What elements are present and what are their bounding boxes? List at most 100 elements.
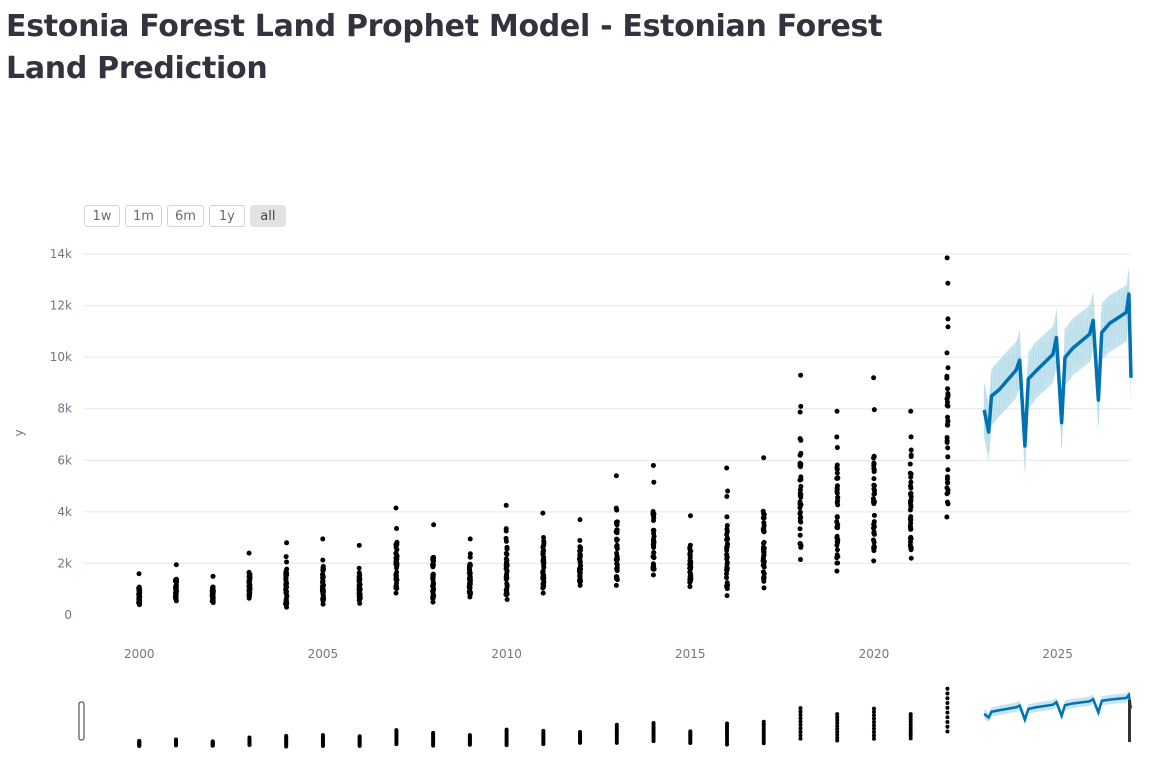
actual-point — [614, 561, 620, 567]
slider-handle-left[interactable] — [78, 701, 85, 741]
actual-point — [871, 521, 877, 527]
actual-point — [430, 589, 436, 595]
actual-point — [467, 554, 473, 560]
actual-point — [651, 533, 657, 539]
slider-handle-right[interactable] — [1128, 700, 1131, 742]
range-slider[interactable] — [78, 686, 1133, 749]
range-button-1w[interactable]: 1w — [84, 205, 120, 227]
actual-point — [908, 408, 914, 414]
actual-point — [908, 555, 914, 561]
actual-point — [724, 514, 730, 520]
slider-point — [945, 720, 950, 725]
actual-point — [614, 546, 620, 552]
range-button-1y[interactable]: 1y — [208, 205, 245, 227]
slider-point — [871, 709, 876, 714]
actual-point — [908, 479, 914, 485]
actual-point — [945, 392, 951, 398]
actual-point — [908, 491, 914, 497]
actual-point — [394, 526, 400, 532]
actual-point — [430, 572, 436, 578]
actual-point — [173, 596, 179, 602]
actual-point — [650, 462, 656, 468]
actual-point — [834, 568, 840, 574]
actual-point — [908, 517, 914, 523]
actual-point — [393, 585, 399, 591]
actual-point — [798, 372, 804, 378]
actual-point — [541, 534, 547, 540]
actual-point — [503, 559, 509, 565]
slider-point — [173, 737, 178, 742]
slider-point — [284, 733, 289, 738]
actual-point — [834, 499, 840, 505]
actual-point — [907, 523, 913, 529]
actual-point — [246, 580, 252, 586]
actual-point — [761, 511, 767, 517]
actual-point — [724, 571, 730, 577]
actual-point — [541, 542, 547, 548]
range-button-all[interactable]: all — [249, 205, 286, 227]
actual-point — [614, 574, 620, 580]
slider-point — [504, 727, 509, 732]
actual-point — [760, 528, 766, 534]
actual-point — [246, 593, 252, 599]
actual-point — [871, 539, 877, 545]
actual-point — [541, 547, 547, 553]
actual-point — [613, 473, 619, 479]
range-button-6m[interactable]: 6m — [166, 205, 204, 227]
actual-point — [871, 482, 877, 488]
slider-point — [614, 722, 619, 727]
actual-point — [724, 575, 730, 581]
actual-point — [650, 561, 656, 567]
actual-point — [725, 488, 731, 494]
slider-point — [908, 712, 913, 717]
slider-point — [835, 735, 840, 740]
actual-point — [503, 526, 509, 532]
actual-point — [320, 567, 326, 573]
actual-point — [320, 571, 326, 577]
slider-point — [688, 729, 693, 734]
range-button-1m[interactable]: 1m — [125, 205, 162, 227]
actual-point — [834, 552, 840, 558]
actual-point — [651, 511, 657, 517]
actual-point — [651, 566, 657, 572]
actual-point — [945, 386, 951, 392]
actual-point — [834, 514, 840, 520]
actual-point — [284, 593, 290, 599]
actual-point — [651, 479, 657, 485]
actual-point — [504, 597, 510, 603]
actual-point — [687, 573, 693, 579]
slider-point — [761, 719, 766, 724]
actual-point — [834, 465, 840, 471]
actual-point — [284, 580, 290, 586]
slider-point — [945, 696, 950, 701]
actual-point — [908, 497, 914, 503]
slider-point — [835, 717, 840, 722]
actual-point — [945, 280, 951, 286]
slider-point — [945, 691, 950, 696]
actual-point — [430, 562, 436, 568]
actual-point — [210, 594, 216, 600]
slider-point — [871, 713, 876, 718]
actual-point — [944, 255, 950, 261]
actual-point — [724, 559, 730, 565]
actual-point — [136, 571, 142, 577]
y-tick-label: 10k — [50, 350, 72, 364]
actual-point — [945, 445, 951, 451]
actual-point — [945, 454, 951, 460]
x-tick-label: 2010 — [491, 647, 522, 661]
actual-point — [650, 554, 656, 560]
slider-point — [871, 720, 876, 725]
actual-point — [613, 582, 619, 588]
actual-point — [761, 559, 767, 565]
actual-point — [393, 550, 399, 556]
actual-point — [503, 590, 509, 596]
slider-point — [835, 712, 840, 717]
actual-point — [283, 601, 289, 607]
actual-point — [724, 593, 730, 599]
actual-point — [871, 530, 877, 536]
actual-point — [614, 550, 620, 556]
actual-point — [577, 544, 583, 550]
slider-point — [871, 723, 876, 728]
actual-point — [834, 434, 840, 440]
